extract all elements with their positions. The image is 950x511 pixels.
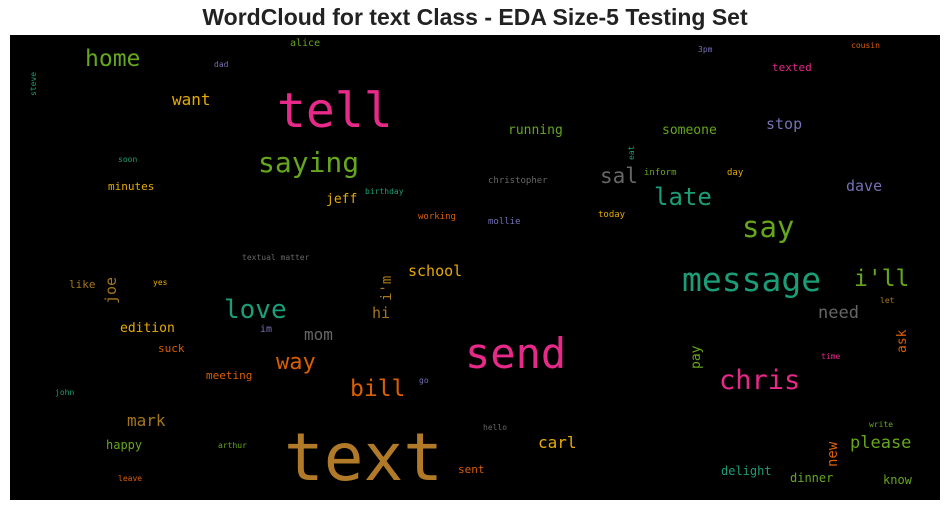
wordcloud-word: today [598,210,626,220]
chart-title: WordCloud for text Class - EDA Size-5 Te… [202,4,748,30]
wordcloud-word: carl [538,433,577,452]
wordcloud-word: arthur [218,441,247,450]
wordcloud-word: saying [258,146,360,179]
wordcloud-word: school [408,262,463,280]
wordcloud-word: day [727,168,744,178]
wordcloud-word: leave [118,474,143,483]
wordcloud-word: someone [662,123,717,138]
wordcloud-word: like [69,278,96,291]
wordcloud-word: text [284,419,443,496]
wordcloud-word: alice [290,38,321,49]
wordcloud-word: jeff [326,192,358,207]
wordcloud-word: hello [483,423,508,432]
wordcloud-word: late [654,183,712,211]
wordcloud-word: way [276,350,316,375]
wordcloud-word: home [85,46,141,72]
wordcloud-word: happy [106,438,143,452]
wordcloud-word: ask [895,329,910,353]
wordcloud-word: mom [304,325,333,344]
wordcloud-word: working [418,212,456,222]
wordcloud-word: joe [102,276,120,304]
wordcloud-word: please [850,433,912,453]
wordcloud-word: i'm [379,275,395,301]
wordcloud-word: write [869,420,894,429]
wordcloud-word: dave [846,177,883,195]
wordcloud-word: inform [644,168,677,178]
wordcloud-word: hi [372,304,391,322]
wordcloud-word: stop [766,115,803,133]
wordcloud-word: go [419,376,429,385]
wordcloud-word: pay [689,345,704,369]
wordcloud-word: sent [458,463,485,476]
wordcloud-word: yes [153,278,168,287]
wordcloud-word: mollie [488,217,521,227]
wordcloud-word: dad [214,60,229,69]
wordcloud-word: edition [120,321,175,336]
wordcloud-word: new [825,441,841,467]
wordcloud-word: 3pm [698,45,713,54]
wordcloud-word: love [224,295,287,325]
wordcloud-word: message [682,260,822,299]
wordcloud-word: bill [350,376,406,402]
wordcloud-word: john [55,388,75,397]
wordcloud-word: texted [772,61,812,74]
wordcloud-word: time [821,352,841,361]
wordcloud-word: eat [627,145,636,160]
wordcloud-word: suck [158,342,185,355]
wordcloud-word: i'll [854,266,910,292]
wordcloud-word: christopher [488,176,548,186]
wordcloud-canvas: text tell send message saying chris love say lat… [10,35,940,500]
wordcloud-word: mark [127,411,166,430]
wordcloud-word: cousin [851,41,880,50]
wordcloud-word: running [508,123,563,138]
wordcloud-word: want [172,90,211,109]
wordcloud-word: sal [600,164,638,188]
wordcloud-word: know [883,473,912,487]
wordcloud-word: say [742,210,795,244]
wordcloud-word: textual matter [242,253,310,262]
wordcloud-word: dinner [790,471,834,485]
wordcloud-word: chris [719,365,801,396]
wordcloud-word: steve [29,71,38,96]
wordcloud-word: tell [277,83,393,139]
wordcloud-word: meeting [206,369,253,382]
wordcloud-word: let [880,296,895,305]
wordcloud-word: send [465,329,567,378]
wordcloud-word: birthday [365,187,404,196]
wordcloud-word: minutes [108,180,155,193]
wordcloud-word: soon [118,155,138,164]
wordcloud-word: im [260,324,273,335]
wordcloud-word: need [818,303,859,323]
wordcloud-word: delight [721,464,772,478]
